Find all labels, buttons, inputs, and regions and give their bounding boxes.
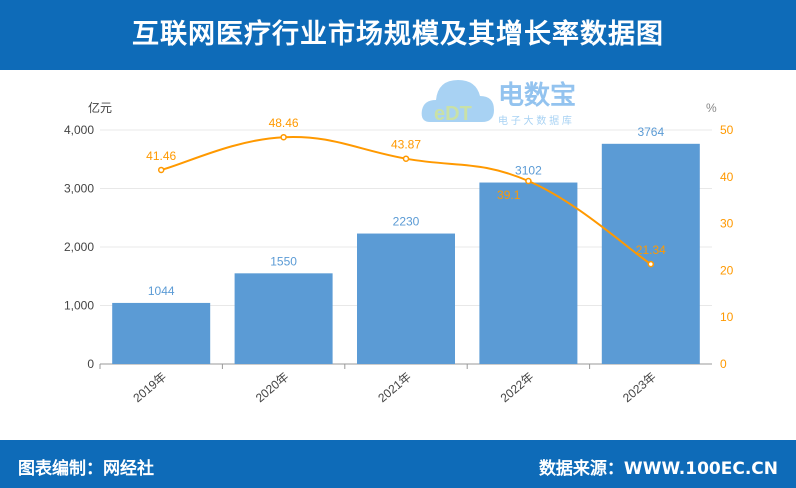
chart-title: 互联网医疗行业市场规模及其增长率数据图 (0, 0, 796, 70)
cloud-icon: eDT 电数宝 电 子 大 数 据 库 (421, 80, 576, 127)
line-label: 21.34 (636, 243, 666, 257)
bar-label: 1044 (148, 284, 175, 298)
y-axis-label: 亿元 (88, 100, 112, 115)
line-label: 43.87 (391, 138, 421, 152)
footer-source: 数据来源：WWW.100EC.CN (538, 459, 778, 479)
x-tick-label: 2021年 (375, 370, 414, 406)
y-tick-label: 3,000 (64, 182, 94, 196)
bar (234, 273, 333, 364)
y-tick-label: 1,000 (64, 299, 94, 313)
bar (357, 233, 455, 364)
y-tick-label: 4,000 (64, 123, 94, 137)
x-tick-label: 2022年 (498, 370, 537, 406)
y2-tick-label: 30 (720, 217, 734, 231)
y2-tick-label: 0 (720, 357, 727, 371)
watermark-logo: eDT 电数宝 电 子 大 数 据 库 (420, 72, 588, 136)
line-point (402, 155, 410, 162)
line-label: 39.1 (497, 188, 521, 202)
bar-label: 3764 (637, 125, 664, 139)
line-point (647, 260, 655, 268)
footer: 图表编制：网经社 数据来源：WWW.100EC.CN (0, 440, 796, 488)
bar (479, 182, 578, 364)
footer-credit: 图表编制：网经社 (18, 459, 154, 479)
logo-sub: 电 子 大 数 据 库 (498, 114, 572, 127)
logo-mark: eDT (434, 103, 472, 125)
y-tick-label: 2,000 (64, 240, 94, 254)
x-tick-label: 2023年 (620, 370, 659, 406)
bar (112, 302, 211, 364)
y2-tick-label: 40 (720, 170, 734, 184)
line-label: 48.46 (269, 116, 299, 130)
logo-text: 电数宝 (498, 80, 576, 110)
bar-label: 3102 (515, 164, 542, 178)
line-point (157, 166, 165, 174)
x-tick-label: 2020年 (253, 370, 292, 406)
line-point (525, 177, 532, 185)
line-label: 41.46 (146, 149, 176, 163)
y2-tick-label: 50 (720, 123, 734, 137)
y2-tick-label: 20 (720, 263, 734, 277)
y2-tick-label: 10 (720, 310, 734, 324)
bar-label: 1550 (270, 254, 297, 268)
y-tick-label: 0 (87, 357, 94, 371)
bar-label: 2230 (393, 215, 420, 229)
chart: 0 1,000 2,000 3,000 4,000 0 10 20 30 40 50 亿元 % 2019年… (64, 100, 734, 406)
y2-axis-label: % (706, 101, 717, 115)
x-tick-label: 2019年 (130, 370, 169, 406)
bar (601, 143, 700, 364)
line-point (280, 133, 287, 141)
